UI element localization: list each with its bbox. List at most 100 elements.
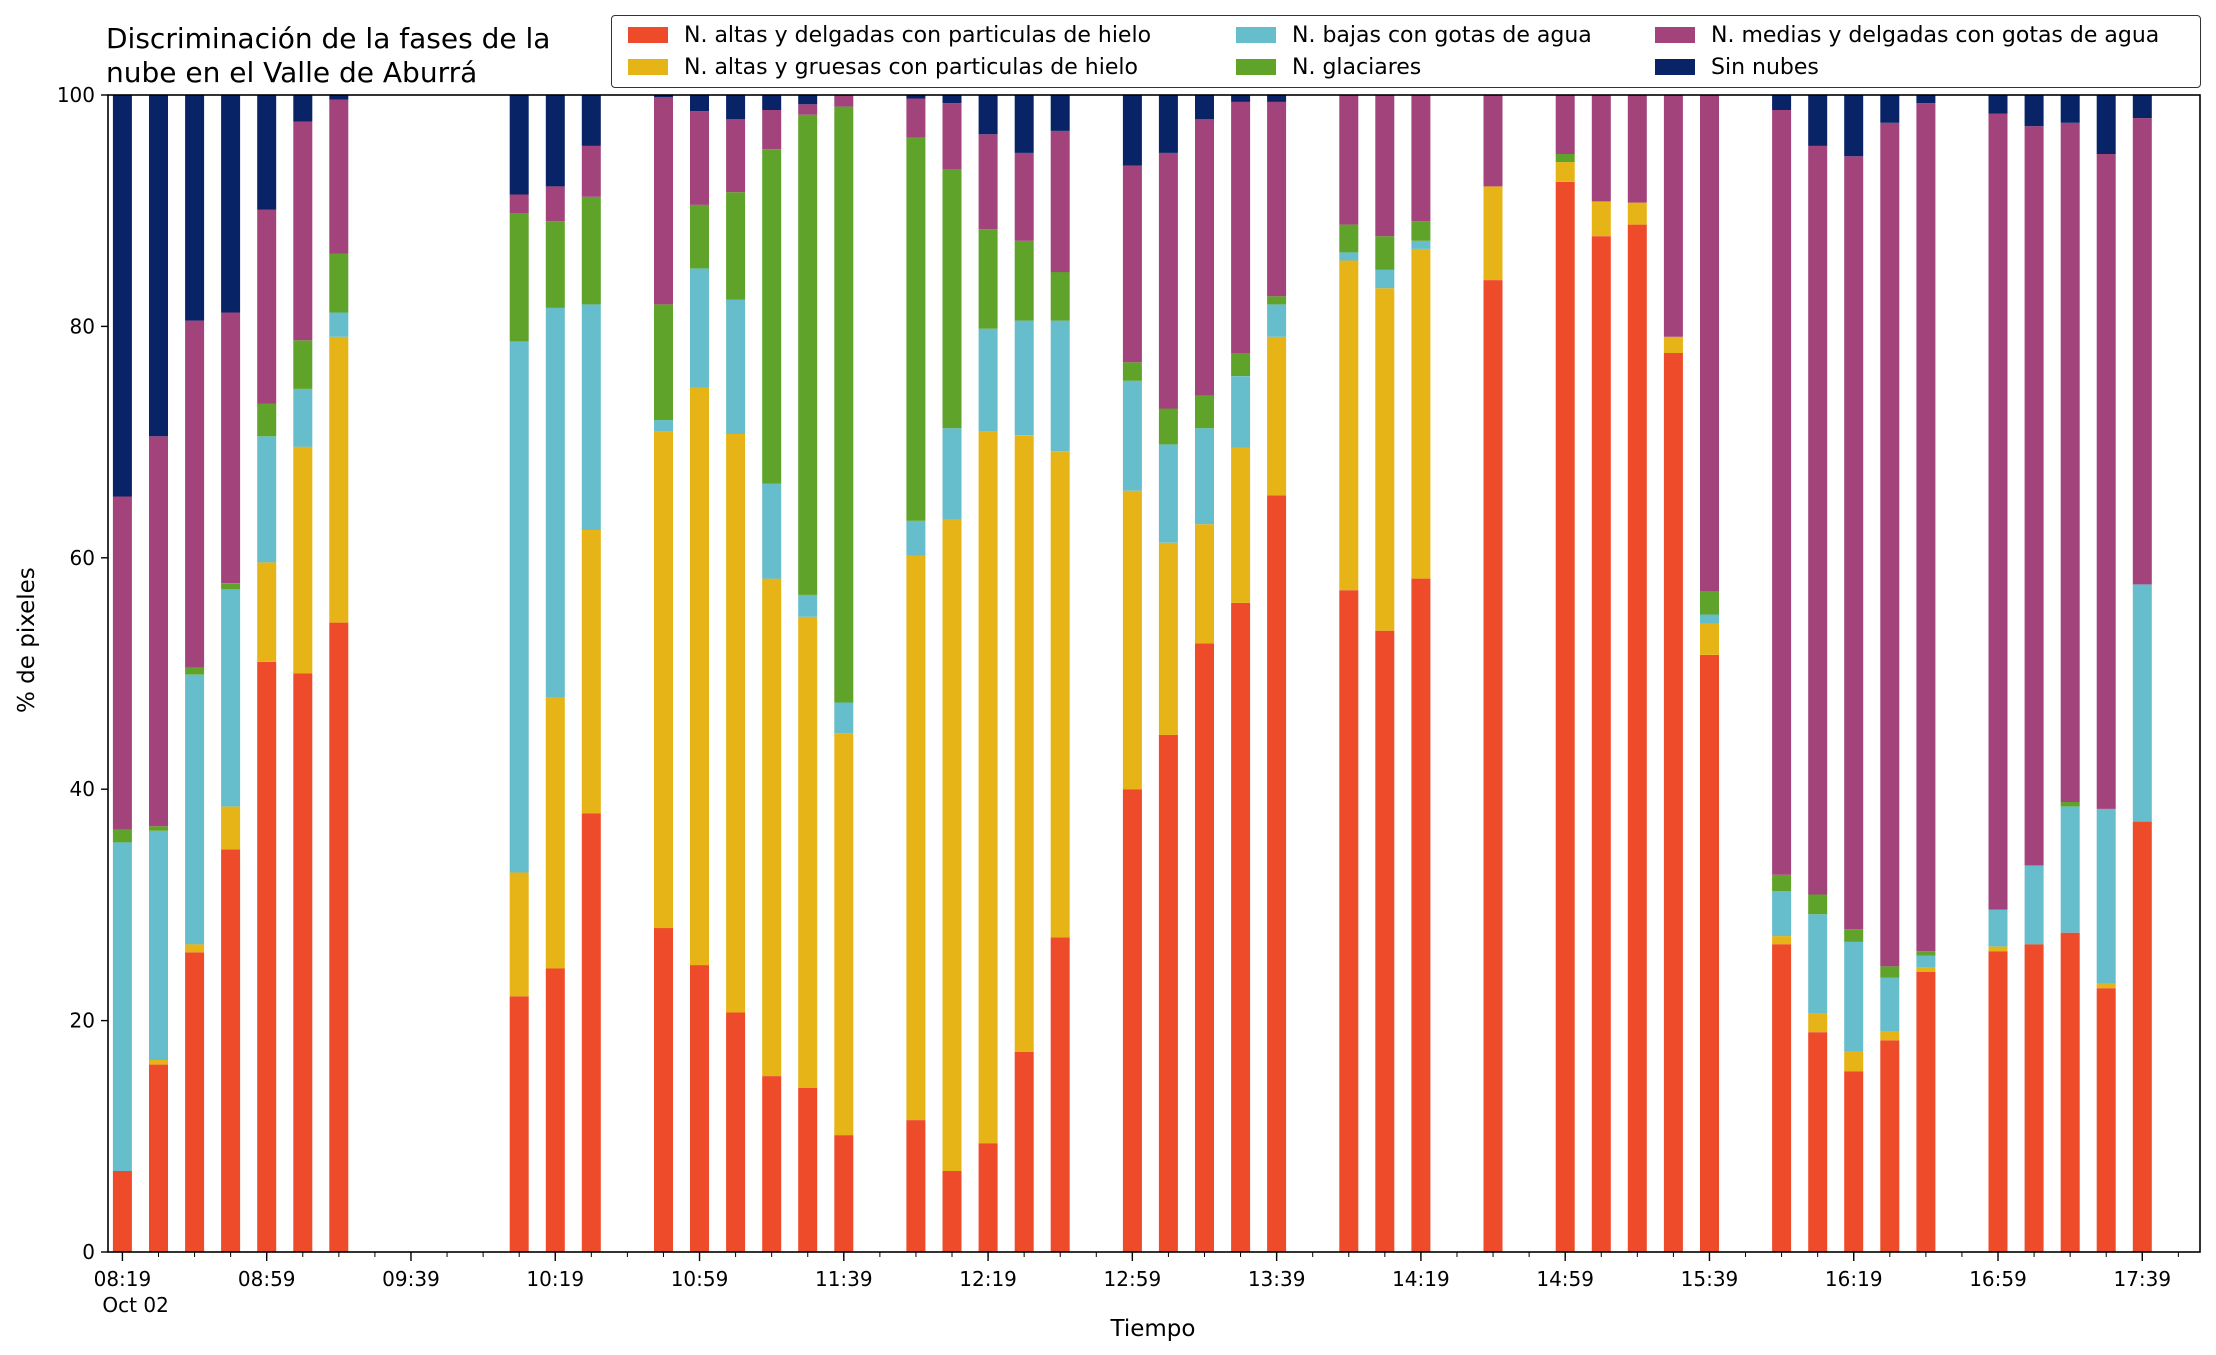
- bar-segment-glaciares: [978, 229, 998, 329]
- x-tick-label: 10:19: [526, 1267, 584, 1291]
- bar-segment-media-agua: [726, 119, 746, 193]
- legend-label: N. altas y gruesas con particulas de hie…: [684, 54, 1138, 80]
- x-tick-label: 10:59: [671, 1267, 729, 1291]
- bar-segment-glaciares: [509, 213, 529, 342]
- bar-segment-glaciares: [1555, 154, 1575, 163]
- x-tick-label: 15:39: [1681, 1267, 1739, 1291]
- bar-stack: [1050, 95, 1070, 1252]
- bar-segment-baja-agua: [293, 388, 313, 447]
- bar-stack: [1916, 95, 1936, 1252]
- bar-segment-glaciares: [221, 583, 241, 590]
- bar-stack: [834, 95, 854, 1252]
- y-tick-label: 100: [57, 83, 95, 107]
- legend-label: N. altas y delgadas con particulas de hi…: [684, 22, 1152, 48]
- bar-stack: [1663, 95, 1683, 1252]
- bar-segment-baja-agua: [257, 436, 277, 563]
- bar-segment-alta-gruesa: [978, 431, 998, 1144]
- bar-segment-alta-gruesa: [1483, 186, 1503, 281]
- bar-stack: [762, 95, 782, 1252]
- bar-segment-glaciares: [1844, 929, 1864, 942]
- bar-segment-alta-gruesa: [1158, 542, 1178, 735]
- bar-segment-sin-nubes: [1231, 95, 1251, 102]
- bar-segment-baja-agua: [1375, 269, 1395, 289]
- x-tick-label: 11:39: [815, 1267, 873, 1291]
- bar-segment-media-agua: [942, 103, 962, 169]
- bar-segment-sin-nubes: [329, 95, 349, 100]
- bar-stack: [1158, 95, 1178, 1252]
- bar-stack: [2060, 95, 2080, 1252]
- bar-segment-baja-agua: [834, 702, 854, 734]
- bar-segment-sin-nubes: [1772, 95, 1792, 110]
- legend-item-alta-gruesa: N. altas y gruesas con particulas de hie…: [628, 52, 1138, 82]
- bar-segment-alta-gruesa: [1231, 447, 1251, 603]
- chart-title: Discriminación de la fases de la nube en…: [106, 22, 551, 89]
- bar-stack: [1195, 95, 1214, 1252]
- bar-segment-alta-delgada: [1483, 280, 1503, 1253]
- bar-segment-alta-delgada: [762, 1076, 782, 1252]
- bar-segment-alta-delgada: [2096, 988, 2116, 1252]
- bar-segment-sin-nubes: [2132, 95, 2152, 119]
- bar-segment-alta-delgada: [581, 813, 601, 1252]
- bar-segment-baja-agua: [2060, 806, 2080, 933]
- bar-segment-sin-nubes: [293, 95, 313, 122]
- bar-segment-glaciares: [1231, 353, 1251, 377]
- bar-segment-alta-delgada: [1916, 972, 1936, 1252]
- y-tick-label: 40: [70, 777, 95, 801]
- bar-segment-media-agua: [2024, 126, 2044, 866]
- bar-segment-sin-nubes: [1916, 95, 1936, 104]
- legend-swatch: [1655, 59, 1695, 75]
- bar-segment-media-agua: [978, 134, 998, 230]
- bar-segment-sin-nubes: [2024, 95, 2044, 127]
- bar-segment-media-agua: [1267, 101, 1287, 297]
- bar-segment-sin-nubes: [221, 95, 241, 313]
- bar-segment-glaciares: [2060, 801, 2080, 807]
- bar-segment-alta-gruesa: [509, 872, 529, 997]
- bar-segment-alta-gruesa: [329, 336, 349, 623]
- bar-segment-alta-gruesa: [1375, 288, 1395, 631]
- bar-segment-sin-nubes: [1844, 95, 1864, 157]
- bar-segment-sin-nubes: [112, 95, 132, 497]
- bar-segment-baja-agua: [1988, 909, 2008, 947]
- bar-segment-alta-delgada: [1808, 1032, 1828, 1252]
- bar-segment-alta-delgada: [112, 1171, 132, 1252]
- bar-stack: [545, 95, 565, 1252]
- bar-segment-glaciares: [1808, 894, 1828, 915]
- bar-segment-media-agua: [1339, 95, 1359, 225]
- x-tick-label: 16:59: [1969, 1267, 2027, 1291]
- bar-segment-glaciares: [149, 826, 168, 831]
- bar-segment-baja-agua: [112, 842, 132, 1171]
- bar-segment-media-agua: [1195, 119, 1214, 396]
- y-tick-label: 80: [70, 314, 95, 338]
- bar-stack: [1988, 95, 2008, 1252]
- bar-segment-media-agua: [762, 110, 782, 150]
- bar-segment-glaciares: [1050, 272, 1070, 321]
- bar-stack: [1808, 95, 1828, 1252]
- bar-stack: [257, 95, 277, 1252]
- bar-segment-glaciares: [1195, 395, 1214, 429]
- x-tick-label: 08:19: [94, 1267, 152, 1291]
- bar-segment-glaciares: [1411, 221, 1431, 241]
- bar-segment-media-agua: [1988, 113, 2008, 910]
- bar-segment-media-agua: [1663, 95, 1683, 337]
- bar-stack: [1627, 95, 1647, 1253]
- legend-item-sin-nubes: Sin nubes: [1655, 52, 1819, 82]
- bar-segment-alta-delgada: [978, 1143, 998, 1252]
- bar-stack: [2132, 95, 2152, 1252]
- bar-stack: [112, 95, 132, 1252]
- bar-segment-alta-delgada: [1339, 590, 1359, 1252]
- bar-segment-alta-delgada: [1231, 602, 1251, 1252]
- bar-segment-baja-agua: [1050, 320, 1070, 452]
- bar-segment-media-agua: [185, 320, 205, 668]
- y-tick-label: 60: [70, 546, 95, 570]
- bar-segment-sin-nubes: [257, 95, 277, 210]
- bar-segment-alta-gruesa: [906, 555, 926, 1121]
- bar-segment-alta-delgada: [1663, 353, 1683, 1252]
- bar-segment-media-agua: [1158, 152, 1178, 409]
- bar-segment-media-agua: [545, 186, 565, 222]
- bar-stack: [1122, 95, 1142, 1252]
- bar-segment-sin-nubes: [1014, 95, 1034, 153]
- bar-segment-alta-delgada: [221, 849, 241, 1252]
- plot-frame: [107, 94, 2201, 1253]
- bar-stack: [149, 95, 168, 1252]
